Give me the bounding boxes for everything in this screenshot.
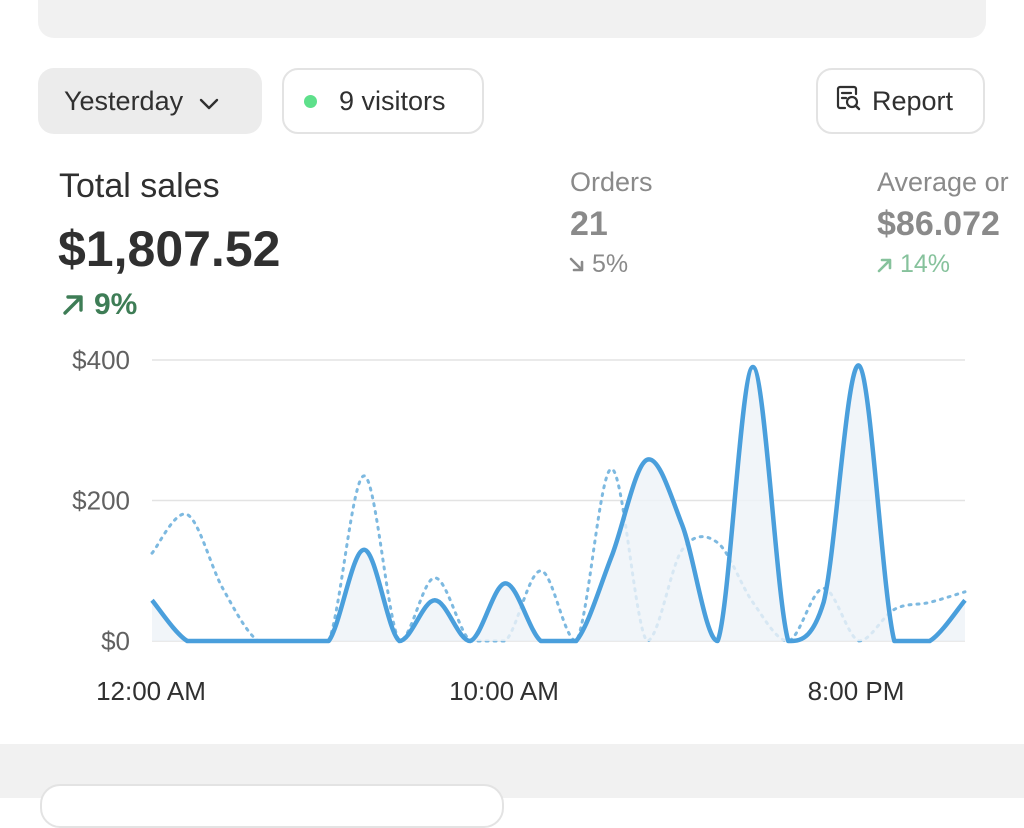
orders-label: Orders bbox=[570, 167, 653, 197]
report-search-icon bbox=[834, 84, 872, 119]
x-tick-label: 8:00 PM bbox=[808, 676, 905, 706]
visitors-button[interactable]: 9 visitors bbox=[282, 68, 484, 134]
x-tick-label: 12:00 AM bbox=[96, 676, 206, 706]
y-tick-label: $0 bbox=[101, 626, 130, 656]
current-series-line bbox=[150, 363, 967, 644]
visitors-label: 9 visitors bbox=[339, 85, 446, 116]
report-button[interactable]: Report bbox=[816, 68, 985, 134]
total-sales-label: Total sales bbox=[59, 167, 220, 205]
total-sales-change-value: 9% bbox=[94, 288, 138, 321]
x-tick-label: 10:00 AM bbox=[449, 676, 559, 706]
average-order-value: $86.072 bbox=[877, 205, 1000, 243]
series-area bbox=[152, 365, 965, 641]
y-tick-label: $400 bbox=[72, 345, 130, 375]
total-sales-value: $1,807.52 bbox=[58, 221, 281, 277]
arrow-down-right-icon bbox=[568, 256, 586, 274]
date-range-label: Yesterday bbox=[64, 85, 184, 116]
sales-line-chart: $400 $200 $0 12:00 AM 10:00 AM 8:00 PM bbox=[72, 345, 967, 706]
top-card bbox=[38, 0, 986, 38]
average-order-label: Average or bbox=[877, 167, 1009, 197]
total-sales-change: 9% bbox=[60, 288, 137, 322]
chevron-down-icon bbox=[199, 86, 219, 117]
average-order-change-value: 14% bbox=[900, 250, 951, 278]
arrow-up-right-icon bbox=[60, 292, 86, 318]
orders-value: 21 bbox=[570, 205, 608, 243]
average-order-change: 14% bbox=[876, 250, 950, 279]
report-label: Report bbox=[872, 85, 954, 116]
bottom-card bbox=[40, 784, 504, 828]
live-dot-icon bbox=[304, 94, 317, 108]
orders-change: 5% bbox=[568, 250, 628, 279]
orders-change-value: 5% bbox=[592, 250, 629, 278]
arrow-up-right-icon bbox=[876, 256, 894, 274]
date-range-selector[interactable]: Yesterday bbox=[38, 68, 262, 134]
y-tick-label: $200 bbox=[72, 486, 130, 516]
